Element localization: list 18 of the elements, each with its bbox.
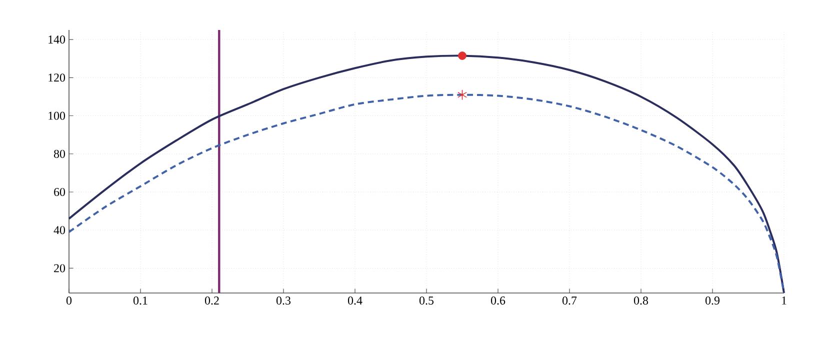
x-tick-label: 0.8 [634,296,648,305]
x-tick-label: 0.4 [348,296,362,305]
y-tick-label: 20 [54,264,66,272]
y-tick-label: 100 [48,112,66,120]
x-tick-label: 0.7 [562,296,577,305]
x-tick-label: 0.6 [490,296,506,305]
y-tick-label: 120 [48,74,66,82]
y-tick-label: 60 [54,188,66,196]
y-tick-label: 140 [48,35,66,44]
x-tick-label: 0.1 [133,296,148,305]
x-tick-label: 0 [66,296,72,305]
x-tick-label: 0.2 [204,296,219,305]
x-tick-label: 1 [782,296,786,304]
x-tick-label: 0.5 [419,296,434,305]
x-tick-label: 0.9 [705,296,720,305]
y-tick-label: 80 [54,150,66,158]
x-tick-label: 0.3 [276,296,291,305]
y-tick-label: 40 [54,226,66,234]
